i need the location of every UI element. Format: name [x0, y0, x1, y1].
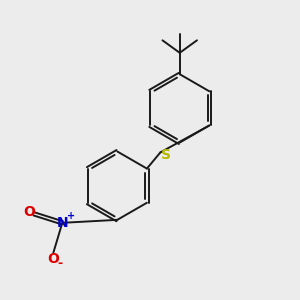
Text: +: +: [67, 211, 75, 221]
Text: N: N: [56, 216, 68, 230]
Text: -: -: [57, 257, 62, 270]
Text: O: O: [24, 205, 36, 218]
Text: S: S: [161, 148, 171, 162]
Text: O: O: [47, 252, 59, 266]
